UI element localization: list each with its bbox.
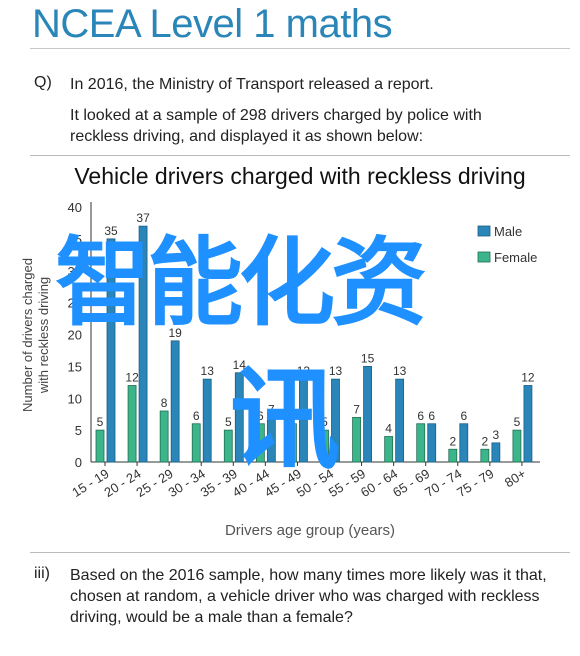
y-tick-label: 40 (68, 200, 82, 215)
data-label-male: 6 (428, 409, 435, 423)
bar-female (480, 448, 490, 463)
bar-male (106, 238, 116, 463)
data-label-female: 5 (225, 415, 232, 429)
y-tick-label: 0 (75, 455, 82, 470)
question-iii-label: iii) (34, 565, 50, 582)
bar-female (255, 423, 265, 463)
chart-top-divider (30, 155, 570, 156)
bar-female (223, 429, 233, 463)
question-iii-text: Based on the 2016 sample, how many times… (70, 567, 547, 626)
y-tick-label: 25 (68, 296, 82, 311)
bar-male (202, 378, 212, 463)
data-label-female: 5 (514, 415, 521, 429)
x-tick-label: 80+ (502, 466, 529, 490)
header-divider (30, 48, 570, 49)
bar-female (352, 416, 361, 463)
bar-female (448, 448, 458, 463)
data-label-male: 6 (460, 409, 467, 423)
bar-female (191, 423, 201, 463)
y-tick-label: 35 (68, 232, 82, 247)
watermark-line-2: 讯 (230, 356, 340, 484)
data-label-female: 6 (257, 409, 264, 423)
bar-female (512, 429, 522, 463)
y-tick-label: 15 (68, 359, 82, 374)
y-tick-label: 30 (68, 264, 82, 279)
y-tick-label: 5 (75, 423, 82, 438)
data-label-female: 4 (385, 422, 392, 436)
bar-male (459, 423, 469, 463)
bar-female (320, 429, 329, 463)
bar-female (159, 410, 169, 463)
data-label-male: 13 (201, 364, 215, 378)
data-label-male: 12 (521, 371, 535, 385)
data-label-male: 13 (297, 364, 311, 378)
data-label-female: 5 (97, 415, 104, 429)
bar-male (427, 423, 437, 463)
data-label-male: 35 (104, 224, 118, 238)
bar-male (395, 378, 405, 463)
bar-female (95, 429, 105, 463)
bar-male (138, 225, 148, 463)
data-label-female: 6 (289, 409, 296, 423)
data-label-female: 12 (125, 371, 139, 385)
y-tick-label: 20 (68, 328, 82, 343)
question-line-1: In 2016, the Ministry of Transport relea… (70, 76, 434, 93)
bar-male (299, 378, 308, 463)
data-label-male: 3 (493, 428, 500, 442)
bar-male (523, 385, 533, 463)
bar-male (331, 378, 340, 463)
data-label-male: 14 (233, 358, 247, 372)
data-label-male: 15 (361, 351, 375, 365)
question-label: Q) (34, 74, 52, 91)
data-label-male: 13 (393, 364, 407, 378)
bar-male (266, 416, 276, 463)
y-tick-label: 10 (68, 391, 82, 406)
data-label-male: 13 (329, 364, 343, 378)
bar-female (127, 385, 137, 463)
page-title: NCEA Level 1 maths (32, 2, 393, 46)
data-label-female: 2 (449, 434, 456, 448)
x-tick-label: 75 - 79 (454, 466, 496, 500)
legend-swatch-female (477, 251, 491, 263)
bar-male (491, 442, 501, 463)
data-label-female: 5 (321, 415, 328, 429)
data-label-female: 8 (161, 396, 168, 410)
data-label-male: 19 (168, 326, 182, 340)
legend-label-male: Male (494, 224, 522, 239)
legend-label-female: Female (494, 250, 537, 265)
chart-title: Vehicle drivers charged with reckless dr… (74, 163, 526, 189)
chart-bottom-divider (30, 552, 570, 553)
question-line-2: It looked at a sample of 298 drivers cha… (70, 107, 482, 145)
x-axis-label: Drivers age group (years) (225, 522, 395, 539)
bar-female (384, 436, 394, 463)
legend-swatch-male (477, 225, 491, 237)
y-axis-label: Number of drivers chargedwith reckless d… (20, 258, 51, 412)
watermark-line-1: 智能化资 (55, 227, 427, 339)
data-label-male: 37 (136, 211, 150, 225)
bar-female (416, 423, 426, 463)
bar-male (363, 365, 372, 463)
data-label-female: 7 (353, 402, 360, 416)
data-label-male: 7 (268, 402, 275, 416)
bar-male (234, 372, 244, 463)
bar-female (288, 423, 297, 463)
data-label-female: 2 (482, 434, 489, 448)
data-label-female: 6 (193, 409, 200, 423)
data-label-female: 6 (417, 409, 424, 423)
bar-male (170, 340, 180, 463)
